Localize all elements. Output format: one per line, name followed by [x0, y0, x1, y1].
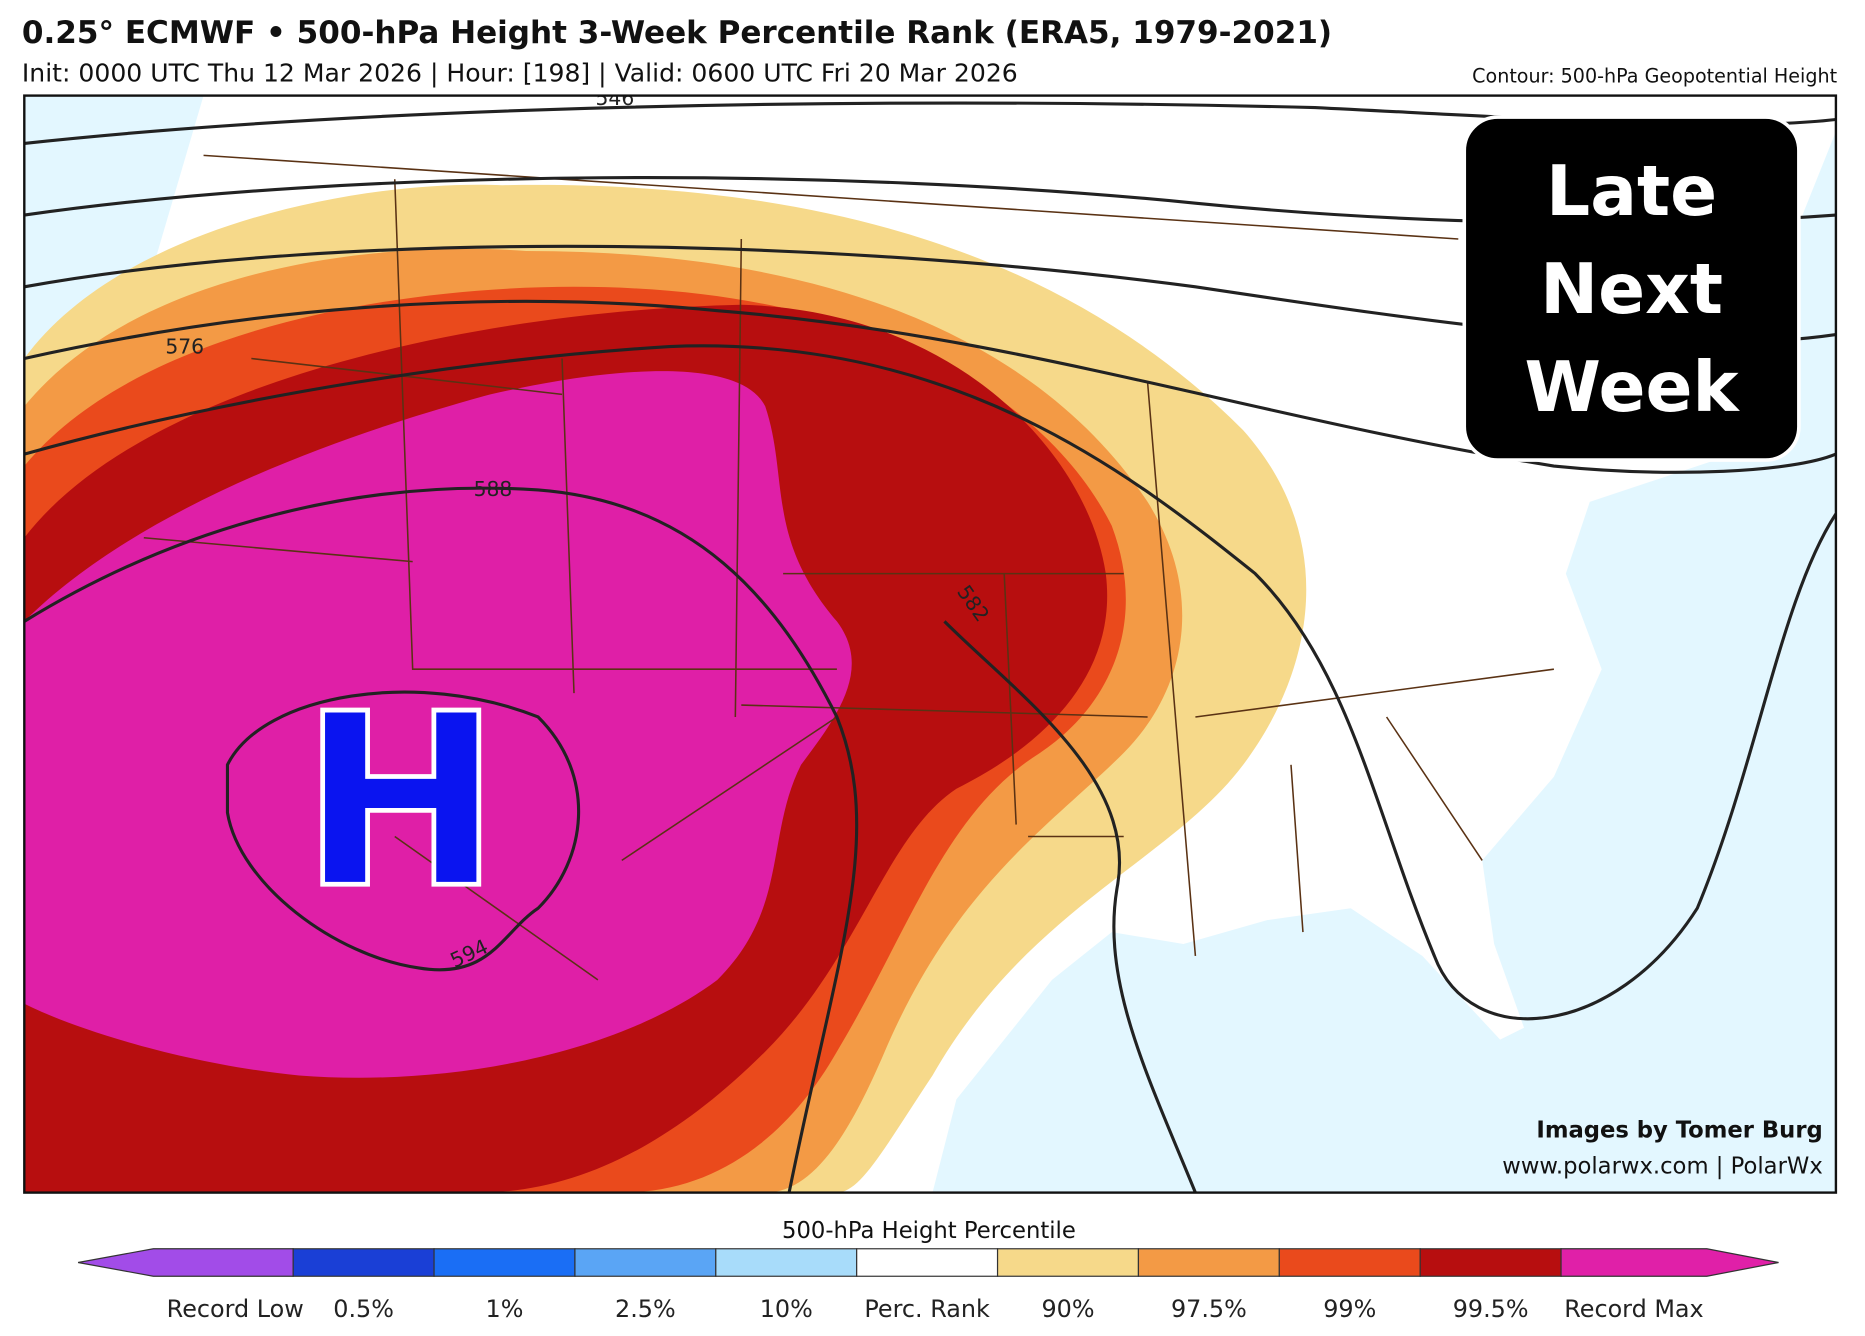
colorbar-label: 10%	[760, 1295, 813, 1323]
colorbar-label: Perc. Rank	[864, 1295, 990, 1323]
title: 0.25° ECMWF • 500-hPa Height 3-Week Perc…	[22, 15, 1332, 51]
badge-text: Next	[1540, 250, 1723, 330]
high-marker: H	[301, 663, 501, 941]
colorbar-label: 0.5%	[333, 1295, 394, 1323]
colorbar-segment	[996, 1248, 1140, 1277]
colorbar-label: Record Max	[1564, 1295, 1703, 1323]
contour-note: Contour: 500-hPa Geopotential Height	[1472, 64, 1837, 87]
colorbar-segment	[1560, 1248, 1779, 1277]
subtitle: Init: 0000 UTC Thu 12 Mar 2026 | Hour: […	[22, 58, 1018, 87]
badge-text: Late	[1546, 152, 1717, 232]
colorbar-segment	[715, 1248, 858, 1277]
badge	[1462, 115, 1801, 462]
contour-label: 576	[165, 335, 204, 359]
credit: Images by Tomer Burg	[1536, 1118, 1822, 1144]
colorbar-label: 99%	[1323, 1295, 1376, 1323]
colorbar-label: 1%	[486, 1295, 524, 1323]
state-borders	[143, 154, 1554, 981]
colorbar-segment	[856, 1248, 999, 1277]
colorbar-label: 2.5%	[615, 1295, 676, 1323]
colorbar-segment	[77, 1248, 294, 1277]
colorbar-segment	[433, 1248, 576, 1277]
colorbar-label: 90%	[1041, 1295, 1094, 1323]
map-frame	[23, 94, 1838, 1194]
badge-text: Week	[1525, 348, 1741, 428]
colorbar-label: 99.5%	[1453, 1295, 1529, 1323]
colorbar-segment	[1419, 1248, 1562, 1277]
contour-label: 546	[596, 86, 635, 110]
colorbar-segment	[1137, 1248, 1280, 1277]
colorbar-segment	[574, 1248, 717, 1277]
credit: www.polarwx.com | PolarWx	[1502, 1153, 1822, 1179]
colorbar-label: Record Low	[167, 1295, 304, 1323]
colorbar: Record Low 0.5% 1% 2.5% 10% Perc. Rank 90% 97.5…	[77, 1248, 1779, 1323]
colorbar-segment	[1278, 1248, 1421, 1277]
colorbar-title: 500-hPa Height Percentile	[782, 1218, 1076, 1244]
contour-label: 588	[474, 477, 513, 501]
shade-record	[24, 371, 852, 1078]
colorbar-label: 97.5%	[1171, 1295, 1247, 1323]
colorbar-segment	[292, 1248, 435, 1277]
